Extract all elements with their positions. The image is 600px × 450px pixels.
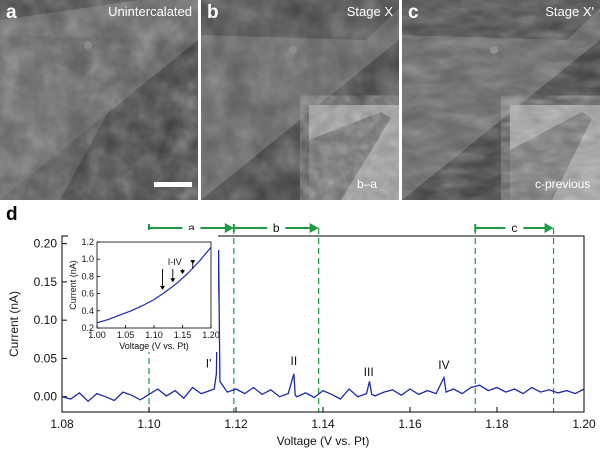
stage-arrow-head (544, 223, 554, 233)
inset-y-tick-label: 0.4 (81, 306, 94, 316)
inset-x-tick-label: 1.00 (88, 330, 106, 340)
micrograph-image (0, 0, 198, 200)
panel-title: Unintercalated (108, 4, 192, 19)
peak-label: I' (206, 356, 212, 370)
inset-arrow-head (160, 285, 166, 290)
current-trace (61, 249, 585, 403)
inset-arrow-head (170, 278, 176, 283)
x-tick-label: 1.10 (137, 417, 161, 431)
scale-bar (154, 182, 192, 187)
panel-letter: a (6, 2, 17, 23)
micrograph-panel-b: b Stage X b–a (201, 0, 399, 200)
inset-label: c-previous (535, 177, 591, 191)
inset-x-axis-label: Voltage (V vs. Pt) (119, 341, 189, 351)
y-tick-label: 0.20 (34, 237, 58, 251)
x-tick-label: 1.18 (485, 417, 509, 431)
x-tick-label: 1.12 (224, 417, 248, 431)
peak-label: III (364, 365, 374, 379)
x-tick-label: 1.08 (50, 417, 74, 431)
stage-arrow-head (224, 223, 234, 233)
inset-chart: 1.00 1.05 1.10 1.15 1.20 0.20.40.60.81.01.2 … (68, 230, 220, 352)
x-tick-label: 1.16 (398, 417, 422, 431)
x-axis: 1.08 1.10 1.12 1.14 1.16 1.18 1.20 (50, 407, 596, 431)
inset-y-tick-label: 0.8 (81, 271, 94, 281)
inset-label: b–a (357, 177, 378, 191)
panel-letter: c (408, 2, 419, 23)
inset-background (68, 230, 218, 352)
inset-x-tick-label: 1.10 (145, 330, 163, 340)
y-axis-label: Current (nA) (7, 291, 21, 357)
y-tick-label: 0.05 (34, 351, 58, 365)
panel-letter: d (6, 204, 18, 225)
peak-label: II (291, 354, 298, 368)
stage-label: b (273, 221, 280, 235)
inset-x-tick-label: 1.05 (117, 330, 135, 340)
x-tick-label: 1.20 (572, 417, 596, 431)
panel-title: Stage X (346, 4, 393, 19)
inset-y-axis: 0.2 0.4 0.6 0.8 1.0 1.2 (81, 237, 100, 333)
inset-y-tick-label: 1.0 (81, 254, 94, 264)
x-axis-label: Voltage (V vs. Pt) (277, 434, 370, 448)
stage-label: a (188, 221, 195, 235)
micrograph-image (201, 0, 399, 200)
inset-y-tick-label: 0.6 (81, 289, 94, 299)
micrograph-image (402, 0, 600, 200)
x-tick-label: 1.14 (311, 417, 335, 431)
stage-arrow-head (309, 223, 319, 233)
micrograph-panel-a: a Unintercalated (0, 0, 198, 200)
inset-y-axis-label: Current (nA) (68, 260, 78, 310)
inset-y-tick-label: 1.2 (81, 237, 94, 247)
inset-arrows (160, 260, 196, 290)
y-tick-label: 0.10 (34, 313, 58, 327)
panel-title: Stage X' (545, 4, 594, 19)
y-tick-label: 0.00 (34, 390, 58, 404)
inset-arrow-head (180, 270, 185, 275)
inset-y-tick-label: 0.2 (81, 323, 94, 333)
inset-x-tick-label: 1.20 (202, 330, 220, 340)
inset-arrow-head (190, 260, 196, 265)
inset-annotation: I-IV (168, 257, 182, 267)
peak-label: IV (438, 358, 449, 372)
panel-letter: b (207, 2, 219, 23)
inset-x-axis: 1.00 1.05 1.10 1.15 1.20 (88, 325, 220, 340)
y-tick-label: 0.15 (34, 275, 58, 289)
stage-markers: a b c (148, 221, 555, 412)
stage-label: c (511, 221, 517, 235)
inset-trace (96, 246, 212, 324)
micrograph-panel-c: c Stage X' c-previous (402, 0, 600, 200)
y-axis: 0.00 0.05 0.10 0.15 0.20 (34, 237, 67, 404)
inset-x-tick-label: 1.15 (174, 330, 192, 340)
